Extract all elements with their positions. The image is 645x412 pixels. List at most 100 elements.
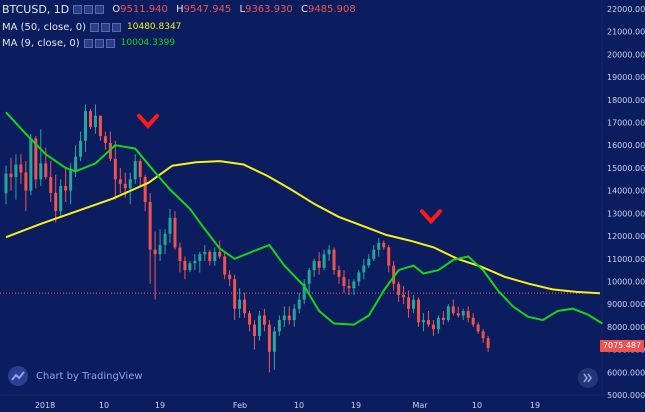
candle-body — [466, 310, 470, 318]
time-tick-label: 19 — [155, 401, 165, 410]
price-tick-label: 9000.000 — [607, 300, 645, 309]
candle-body — [451, 306, 455, 314]
price-tick-label: 12000.000 — [607, 232, 645, 241]
price-tick-label: 10000.000 — [607, 277, 645, 286]
price-tick-label: 17000.000 — [607, 119, 645, 128]
ma50-eye-icon[interactable] — [90, 22, 100, 32]
close-icon[interactable] — [95, 4, 105, 14]
ma9-eye-icon[interactable] — [83, 38, 93, 48]
candle-body — [223, 256, 227, 275]
candle-body — [29, 138, 33, 191]
candle-body — [287, 315, 291, 321]
candle-body — [257, 315, 261, 336]
candle-body — [49, 177, 53, 193]
candle-body — [441, 317, 445, 321]
candle-body — [372, 249, 376, 259]
candle-body — [426, 320, 430, 325]
candle-body — [54, 192, 58, 212]
candle-body — [153, 249, 157, 255]
candle-body — [436, 317, 440, 330]
time-tick-label: 19 — [530, 401, 540, 410]
candle-body — [337, 270, 341, 277]
candle-body — [228, 274, 232, 280]
price-tick-label: 5000.000 — [607, 391, 645, 400]
price-tick-label: 19000.000 — [607, 73, 645, 82]
ma9-line — [5, 111, 603, 326]
candle-body — [431, 324, 435, 330]
candle-body — [481, 331, 485, 339]
symbol-label: BTCUSD, 1D — [2, 2, 70, 16]
candle-body — [253, 324, 256, 336]
candle-body — [88, 111, 92, 128]
candle-body — [183, 261, 187, 271]
ma50-close-icon[interactable] — [112, 22, 122, 32]
candle-body — [347, 286, 351, 289]
ma9-settings-icon[interactable] — [94, 38, 104, 48]
candle-body — [143, 177, 147, 202]
time-tick-label: 19 — [351, 401, 361, 410]
price-tick-label: 16000.000 — [607, 141, 645, 150]
candle-body — [357, 272, 361, 282]
down-arrow-annotation — [137, 113, 159, 129]
candle-body — [382, 242, 386, 248]
price-tick-label: 11000.000 — [607, 255, 645, 264]
tradingview-cloud-icon — [8, 366, 28, 386]
candle-body — [367, 258, 371, 266]
candle-body — [317, 261, 321, 268]
candle-body — [322, 254, 326, 268]
time-axis[interactable]: 2018 10 19 Feb 10 19 Mar 10 19 — [35, 401, 540, 410]
candle-body — [397, 283, 401, 296]
price-tick-label: 21000.000 — [607, 28, 645, 37]
ma9-close-icon[interactable] — [105, 38, 115, 48]
candle-body — [188, 263, 192, 271]
candle-body — [4, 173, 8, 194]
candle-body — [446, 306, 450, 321]
candle-body — [262, 315, 266, 325]
candle-body — [103, 136, 107, 143]
watermark-text: Chart by TradingView — [36, 370, 143, 382]
candle-body — [421, 320, 425, 323]
close-label: C — [300, 3, 308, 15]
ma50-label: MA (50, close, 0) — [2, 21, 87, 33]
candle-body — [387, 247, 391, 266]
candle-body — [44, 163, 48, 178]
candle-body — [412, 299, 416, 309]
time-tick-label: 2018 — [35, 401, 55, 410]
time-tick-label: 10 — [99, 401, 109, 410]
candle-body — [213, 251, 217, 262]
down-arrow-annotation — [420, 209, 442, 225]
candle-body — [471, 317, 475, 325]
candle-body — [456, 313, 460, 316]
candle-body — [267, 324, 271, 352]
price-tick-label: 18000.000 — [607, 96, 645, 105]
candle-body — [93, 115, 97, 128]
candle-body — [392, 265, 396, 284]
candle-body — [362, 265, 366, 273]
candle-body — [243, 299, 247, 314]
candle-body — [277, 320, 281, 332]
ma9-value: 10004.3399 — [120, 38, 176, 48]
scroll-to-realtime-button[interactable] — [578, 368, 598, 388]
price-tick-label: 8000.000 — [607, 323, 645, 332]
ma50-line — [5, 160, 601, 295]
candle-body — [233, 279, 237, 309]
low-label: L — [239, 3, 246, 15]
last-price-label: 7075.487 — [600, 340, 644, 352]
ma50-settings-icon[interactable] — [101, 22, 111, 32]
price-tick-label: 15000.000 — [607, 164, 645, 173]
candle-body — [193, 261, 197, 264]
candle-body — [79, 140, 83, 157]
candle-body — [113, 158, 117, 180]
eye-toggle-icon[interactable] — [73, 4, 83, 14]
candle-body — [39, 163, 43, 180]
candle-body — [138, 161, 142, 178]
candle-body — [158, 245, 162, 255]
tradingview-watermark[interactable]: Chart by TradingView — [8, 366, 143, 386]
candle-body — [417, 299, 421, 323]
candle-body — [218, 251, 222, 257]
candle-body — [282, 315, 286, 321]
candle-body — [292, 308, 296, 321]
settings-icon[interactable] — [84, 4, 94, 14]
